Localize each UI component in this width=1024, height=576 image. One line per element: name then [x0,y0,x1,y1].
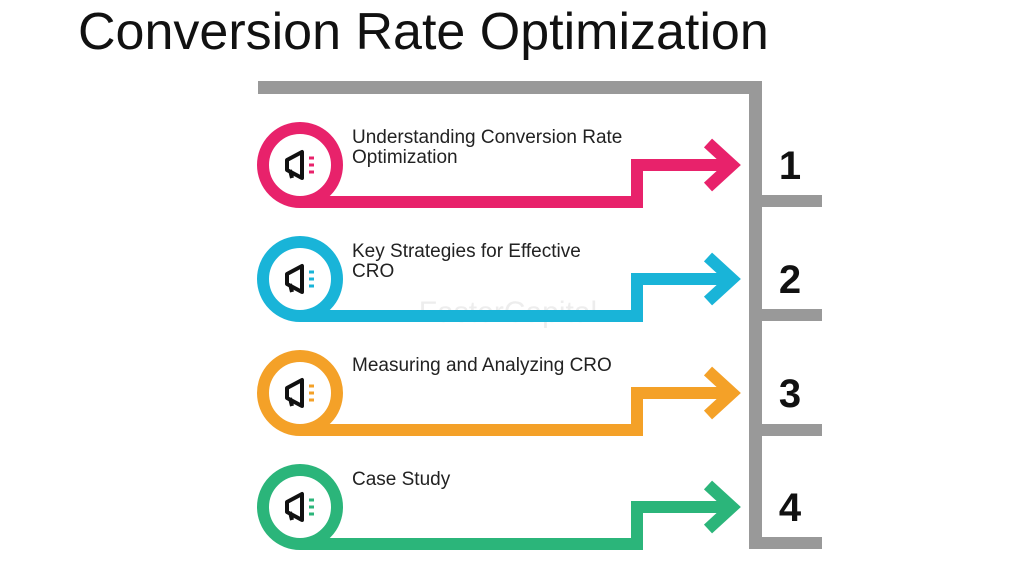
megaphone-icon [285,150,314,180]
step-label: Case Study [352,469,451,490]
megaphone [285,264,304,294]
arrow-head [703,480,741,534]
step-arrow [300,501,728,550]
step-arrow [300,159,728,208]
bracket [258,81,822,549]
megaphone-icon [285,492,314,522]
step-label: Understanding Conversion Rate Optimizati… [352,127,623,168]
step-number: 2 [779,258,801,302]
step-arrow [300,273,728,322]
step [257,464,741,550]
title: Conversion Rate Optimization [78,3,769,61]
step [257,236,741,322]
step-label: Measuring and Analyzing CRO [352,355,612,376]
step-label: Key Strategies for Effective CRO [352,241,581,282]
step-number: 1 [779,144,801,188]
megaphone [285,150,304,180]
step [257,122,741,208]
megaphone-icon [285,264,314,294]
arrow-head [703,252,741,306]
step-arrow [300,387,728,436]
megaphone-icon [285,378,314,408]
step [257,350,741,436]
megaphone [285,492,304,522]
step-number: 4 [779,486,802,530]
step-number: 3 [779,372,801,416]
megaphone [285,378,304,408]
arrow-head [703,366,741,420]
arrow-head [703,138,741,192]
